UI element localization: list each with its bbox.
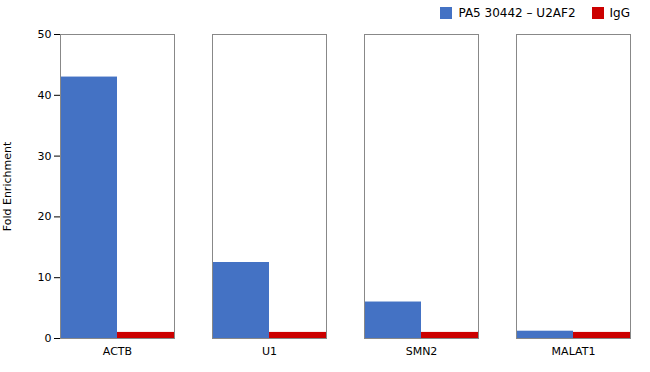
svg-text:ACTB: ACTB (103, 345, 132, 358)
svg-text:0: 0 (45, 332, 52, 345)
svg-text:SMN2: SMN2 (406, 345, 438, 358)
svg-text:30: 30 (38, 150, 52, 163)
svg-text:U1: U1 (262, 345, 277, 358)
html-text:PA5 30442 – U2AF2: PA5 30442 – U2AF2 (458, 6, 576, 20)
svg-text:40: 40 (38, 89, 52, 102)
svg-text:50: 50 (38, 28, 52, 41)
html-text:IgG: IgG (609, 6, 630, 20)
svg-text:MALAT1: MALAT1 (552, 345, 596, 358)
svg-text:Fold Enrichment: Fold Enrichment (1, 141, 14, 231)
svg-text:20: 20 (38, 210, 52, 223)
svg-text:10: 10 (38, 271, 52, 284)
